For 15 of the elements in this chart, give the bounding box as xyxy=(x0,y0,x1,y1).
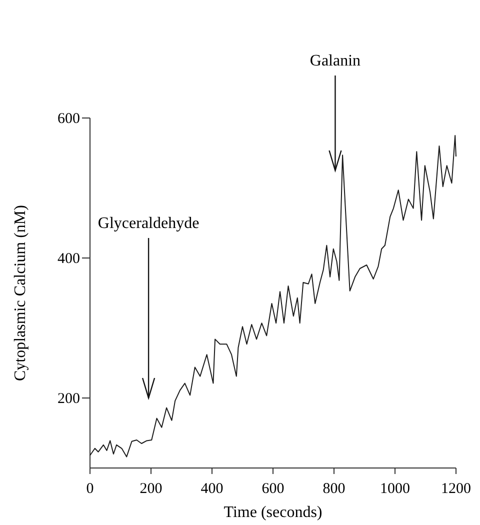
x-tick-label: 400 xyxy=(200,481,224,497)
x-tick-label: 1200 xyxy=(441,481,471,497)
line-series xyxy=(90,135,456,458)
x-tick-label: 200 xyxy=(140,481,162,497)
x-axis-title: Time (seconds) xyxy=(224,504,322,521)
annotation: Glyceraldehyde xyxy=(98,215,200,232)
y-tick-label: 400 xyxy=(58,251,80,267)
y-tick-label: 200 xyxy=(58,391,80,407)
text: Galanin xyxy=(310,52,361,70)
y-tick-label: 600 xyxy=(58,111,80,127)
y-axis-title: Cytoplasmic Calcium (nM) xyxy=(12,205,29,381)
x-tick-label: 0 xyxy=(86,481,94,497)
x-tick-label: 600 xyxy=(262,481,284,497)
x-tick-label: 800 xyxy=(322,481,346,497)
x-tick-label: 1000 xyxy=(380,481,410,497)
